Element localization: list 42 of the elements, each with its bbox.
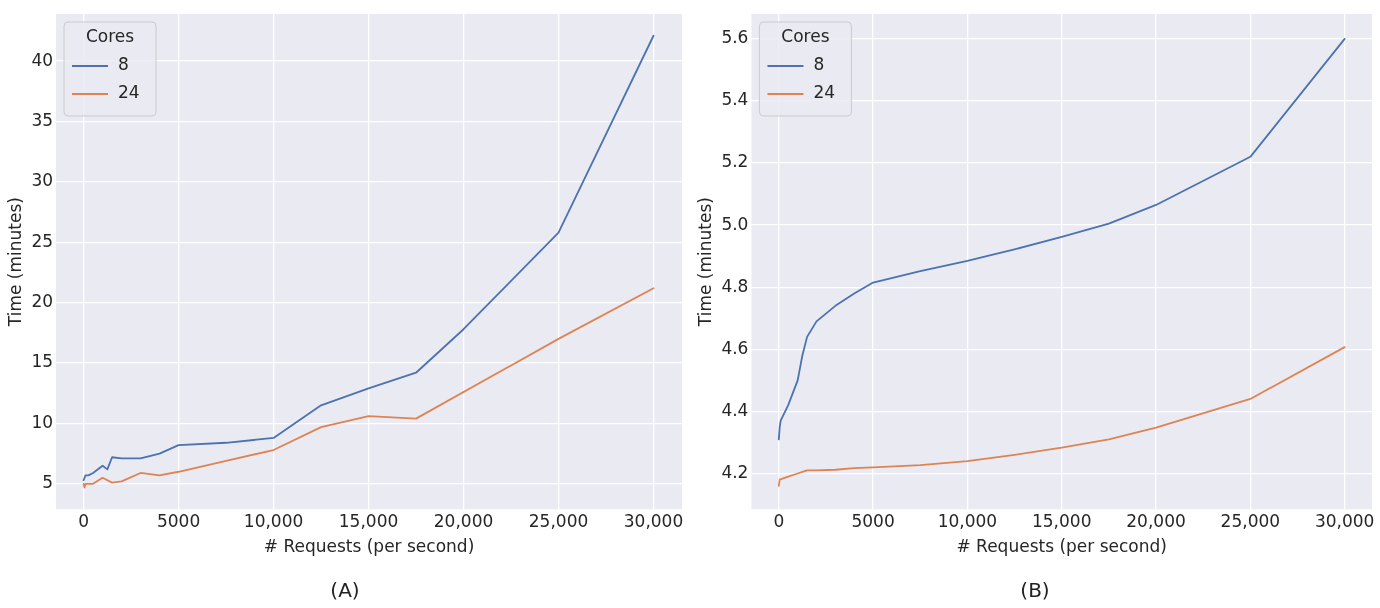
- y-tick-label: 4.6: [721, 337, 749, 358]
- y-tick-label: 40: [31, 49, 54, 70]
- x-tick-label: 15,000: [1031, 510, 1092, 531]
- y-tick-label: 5.4: [721, 89, 749, 110]
- y-tick-label: 35: [31, 109, 54, 130]
- x-tick-label: 25,000: [1220, 510, 1281, 531]
- x-tick-label: 10,000: [243, 510, 304, 531]
- x-tick-label: 15,000: [338, 510, 399, 531]
- x-tick-label: 20,000: [1126, 510, 1186, 531]
- y-tick-label: 5.2: [721, 151, 749, 172]
- x-tick-label: 30,000: [623, 510, 684, 531]
- y-tick-label: 10: [31, 411, 54, 432]
- legend-label: 24: [118, 82, 140, 103]
- x-tick-label: 0: [78, 510, 89, 531]
- x-tick-label: 10,000: [937, 510, 998, 531]
- y-tick-label: 20: [31, 291, 54, 312]
- y-axis-title: Time (minutes): [4, 197, 25, 328]
- legend-label: 8: [813, 54, 825, 75]
- y-tick-label: 25: [31, 230, 54, 251]
- x-axis-title: # Requests (per second): [263, 536, 475, 557]
- legend-title: Cores: [781, 26, 830, 47]
- y-tick-label: 4.8: [721, 275, 749, 296]
- x-tick-label: 5000: [156, 510, 201, 531]
- x-tick-label: 30,000: [1314, 510, 1375, 531]
- y-tick-label: 5.0: [721, 213, 749, 234]
- x-tick-label: 0: [773, 510, 785, 531]
- legend-title: Cores: [85, 26, 135, 47]
- y-tick-label: 30: [31, 170, 54, 191]
- legend-label: 24: [813, 82, 836, 103]
- y-tick-label: 4.4: [721, 399, 749, 420]
- y-tick-label: 4.2: [721, 461, 749, 482]
- y-tick-label: 5: [42, 472, 54, 493]
- text: (B): [1020, 578, 1050, 602]
- x-tick-label: 5000: [851, 510, 895, 531]
- legend-label: 8: [118, 54, 129, 75]
- y-tick-label: 15: [31, 351, 54, 372]
- y-axis-title: Time (minutes): [694, 197, 715, 328]
- text: (A): [330, 578, 360, 602]
- x-axis-title: # Requests (per second): [956, 536, 1167, 557]
- x-tick-label: 25,000: [528, 510, 589, 531]
- y-tick-label: 5.6: [721, 27, 749, 48]
- x-tick-label: 20,000: [433, 510, 494, 531]
